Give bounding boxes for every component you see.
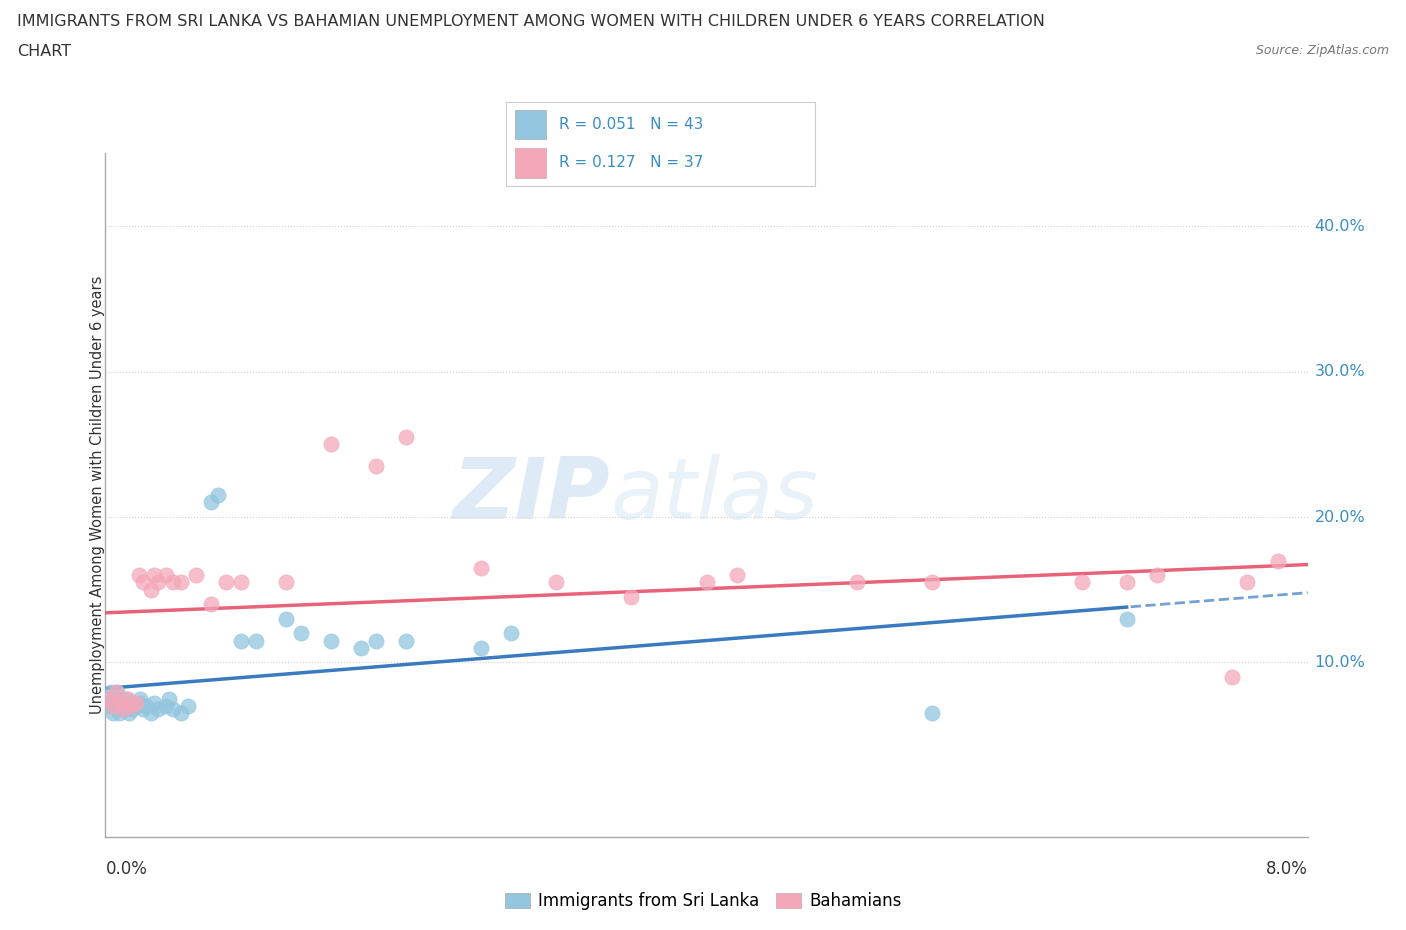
Point [845,575,868,590]
Point [169,575,191,590]
Point [135,698,157,713]
Point [146,701,169,716]
Bar [516,110,547,140]
Point [110,698,132,713]
Point [98,698,121,713]
Point [97,691,120,706]
Point [155,698,177,713]
Point [108,706,131,721]
Text: R = 0.127   N = 37: R = 0.127 N = 37 [558,155,703,170]
Point [132,701,155,716]
Point [132,575,155,590]
Point [921,575,943,590]
Point [1236,575,1258,590]
Point [274,611,297,626]
Text: R = 0.051   N = 43: R = 0.051 N = 43 [558,117,703,132]
Point [117,691,139,706]
Point [146,575,169,590]
Point [696,575,718,590]
Point [207,487,229,502]
Legend: Immigrants from Sri Lanka, Bahamians: Immigrants from Sri Lanka, Bahamians [498,885,908,917]
Point [117,698,139,713]
Point [274,575,297,590]
Point [184,568,207,583]
Point [470,641,492,656]
Point [139,582,162,597]
Point [104,691,127,706]
Text: 10.0%: 10.0% [1315,655,1365,670]
Point [1267,553,1289,568]
Text: 0.0%: 0.0% [105,860,148,878]
Text: IMMIGRANTS FROM SRI LANKA VS BAHAMIAN UNEMPLOYMENT AMONG WOMEN WITH CHILDREN UND: IMMIGRANTS FROM SRI LANKA VS BAHAMIAN UN… [17,14,1045,29]
Point [229,575,252,590]
Point [1146,568,1168,583]
Point [120,698,142,713]
Point [395,633,418,648]
Point [107,684,129,699]
Point [169,706,191,721]
Point [364,458,387,473]
Point [1222,670,1244,684]
Y-axis label: Unemployment Among Women with Children Under 6 years: Unemployment Among Women with Children U… [90,276,104,714]
Point [177,698,200,713]
Point [501,626,523,641]
Point [350,641,373,656]
Point [395,430,418,445]
Point [124,696,146,711]
Point [139,706,162,721]
Point [162,575,184,590]
Point [200,597,222,612]
Point [162,701,184,716]
Bar [516,149,547,178]
Point [620,590,643,604]
Point [1116,575,1139,590]
Point [120,696,142,711]
Point [364,633,387,648]
Point [142,568,165,583]
Point [100,684,122,699]
Point [101,706,124,721]
Point [725,568,748,583]
Point [921,706,943,721]
Point [155,568,177,583]
Point [319,633,342,648]
Text: Source: ZipAtlas.com: Source: ZipAtlas.com [1256,44,1389,57]
Point [115,691,138,706]
Point [200,495,222,510]
Point [104,684,127,699]
Point [124,698,146,713]
Point [319,437,342,452]
Text: 20.0%: 20.0% [1315,510,1365,525]
Text: ZIP: ZIP [453,454,610,537]
Point [1071,575,1094,590]
Point [290,626,312,641]
Point [101,698,124,713]
Point [128,696,150,711]
Text: atlas: atlas [610,454,818,537]
Point [129,691,152,706]
Point [114,701,136,716]
Point [1116,611,1139,626]
Point [546,575,568,590]
Point [103,698,125,713]
Point [121,701,143,716]
Point [128,568,150,583]
Text: 8.0%: 8.0% [1265,860,1308,878]
Point [157,691,180,706]
Point [112,701,135,716]
Point [118,706,141,721]
Point [245,633,267,648]
Text: 30.0%: 30.0% [1315,365,1365,379]
Point [229,633,252,648]
Text: CHART: CHART [17,44,70,59]
Point [98,691,121,706]
Text: 40.0%: 40.0% [1315,219,1365,233]
Point [214,575,236,590]
Point [142,696,165,711]
Point [110,696,132,711]
Point [112,696,135,711]
Point [470,561,492,576]
